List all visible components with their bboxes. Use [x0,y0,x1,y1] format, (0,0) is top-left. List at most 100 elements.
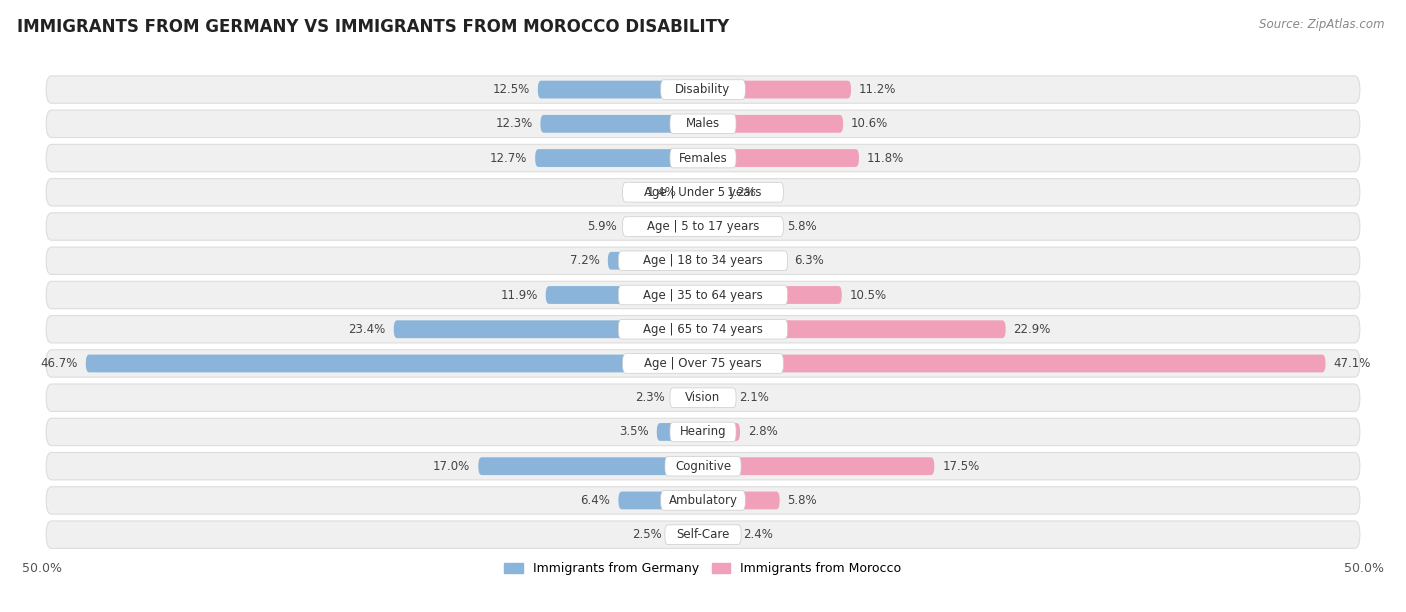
FancyBboxPatch shape [623,182,783,202]
Text: 11.2%: 11.2% [859,83,897,96]
Text: 2.1%: 2.1% [738,391,769,404]
FancyBboxPatch shape [626,218,703,236]
Text: 2.3%: 2.3% [636,391,665,404]
FancyBboxPatch shape [657,423,703,441]
FancyBboxPatch shape [536,149,703,167]
Text: Vision: Vision [685,391,721,404]
FancyBboxPatch shape [46,144,1360,172]
Text: 46.7%: 46.7% [41,357,77,370]
FancyBboxPatch shape [607,252,703,270]
Text: 12.3%: 12.3% [495,118,533,130]
FancyBboxPatch shape [703,81,851,99]
Text: 11.8%: 11.8% [868,152,904,165]
Text: Self-Care: Self-Care [676,528,730,541]
FancyBboxPatch shape [703,184,718,201]
Text: 22.9%: 22.9% [1014,323,1050,336]
Text: 3.5%: 3.5% [619,425,648,438]
FancyBboxPatch shape [540,115,703,133]
Text: Age | 65 to 74 years: Age | 65 to 74 years [643,323,763,336]
Text: Males: Males [686,118,720,130]
FancyBboxPatch shape [619,491,703,509]
FancyBboxPatch shape [703,149,859,167]
FancyBboxPatch shape [672,389,703,406]
Text: 5.8%: 5.8% [787,494,817,507]
FancyBboxPatch shape [703,320,1005,338]
Text: Cognitive: Cognitive [675,460,731,472]
FancyBboxPatch shape [623,354,783,373]
Text: 7.2%: 7.2% [569,254,600,267]
FancyBboxPatch shape [703,286,842,304]
FancyBboxPatch shape [46,213,1360,241]
Text: Females: Females [679,152,727,165]
Text: Ambulatory: Ambulatory [668,494,738,507]
FancyBboxPatch shape [669,148,737,168]
FancyBboxPatch shape [46,452,1360,480]
Text: 11.9%: 11.9% [501,288,537,302]
FancyBboxPatch shape [703,389,731,406]
Text: 12.7%: 12.7% [489,152,527,165]
FancyBboxPatch shape [546,286,703,304]
FancyBboxPatch shape [665,457,741,476]
Text: Age | Over 75 years: Age | Over 75 years [644,357,762,370]
Text: 12.5%: 12.5% [492,83,530,96]
FancyBboxPatch shape [661,491,745,510]
FancyBboxPatch shape [619,251,787,271]
FancyBboxPatch shape [619,319,787,339]
FancyBboxPatch shape [665,525,741,545]
Text: 1.4%: 1.4% [647,186,676,199]
FancyBboxPatch shape [703,457,934,475]
Text: 5.9%: 5.9% [588,220,617,233]
FancyBboxPatch shape [537,81,703,99]
FancyBboxPatch shape [394,320,703,338]
Text: Age | Under 5 years: Age | Under 5 years [644,186,762,199]
Text: Age | 5 to 17 years: Age | 5 to 17 years [647,220,759,233]
Text: 1.2%: 1.2% [727,186,756,199]
FancyBboxPatch shape [46,350,1360,377]
Text: 10.6%: 10.6% [851,118,889,130]
FancyBboxPatch shape [46,76,1360,103]
Text: 47.1%: 47.1% [1333,357,1371,370]
FancyBboxPatch shape [619,285,787,305]
FancyBboxPatch shape [669,422,737,442]
Text: Hearing: Hearing [679,425,727,438]
Text: Age | 35 to 64 years: Age | 35 to 64 years [643,288,763,302]
Text: 10.5%: 10.5% [849,288,887,302]
FancyBboxPatch shape [46,521,1360,548]
Text: 17.5%: 17.5% [942,460,980,472]
Text: 2.8%: 2.8% [748,425,778,438]
FancyBboxPatch shape [703,423,740,441]
FancyBboxPatch shape [703,115,844,133]
Text: Disability: Disability [675,83,731,96]
Legend: Immigrants from Germany, Immigrants from Morocco: Immigrants from Germany, Immigrants from… [499,557,907,580]
Text: 5.8%: 5.8% [787,220,817,233]
FancyBboxPatch shape [46,282,1360,308]
FancyBboxPatch shape [703,252,786,270]
FancyBboxPatch shape [623,217,783,236]
FancyBboxPatch shape [86,354,703,372]
Text: Age | 18 to 34 years: Age | 18 to 34 years [643,254,763,267]
FancyBboxPatch shape [669,388,737,408]
FancyBboxPatch shape [703,526,735,543]
FancyBboxPatch shape [46,487,1360,514]
FancyBboxPatch shape [669,114,737,133]
FancyBboxPatch shape [46,247,1360,274]
FancyBboxPatch shape [669,526,703,543]
Text: 6.3%: 6.3% [794,254,824,267]
Text: 17.0%: 17.0% [433,460,471,472]
Text: 6.4%: 6.4% [581,494,610,507]
FancyBboxPatch shape [703,491,780,509]
FancyBboxPatch shape [46,418,1360,446]
FancyBboxPatch shape [478,457,703,475]
Text: Source: ZipAtlas.com: Source: ZipAtlas.com [1260,18,1385,31]
FancyBboxPatch shape [703,218,780,236]
Text: IMMIGRANTS FROM GERMANY VS IMMIGRANTS FROM MOROCCO DISABILITY: IMMIGRANTS FROM GERMANY VS IMMIGRANTS FR… [17,18,728,36]
FancyBboxPatch shape [46,179,1360,206]
Text: 2.4%: 2.4% [742,528,772,541]
Text: 23.4%: 23.4% [349,323,385,336]
FancyBboxPatch shape [46,110,1360,138]
Text: 2.5%: 2.5% [633,528,662,541]
FancyBboxPatch shape [685,184,703,201]
FancyBboxPatch shape [46,384,1360,411]
FancyBboxPatch shape [661,80,745,99]
FancyBboxPatch shape [703,354,1326,372]
